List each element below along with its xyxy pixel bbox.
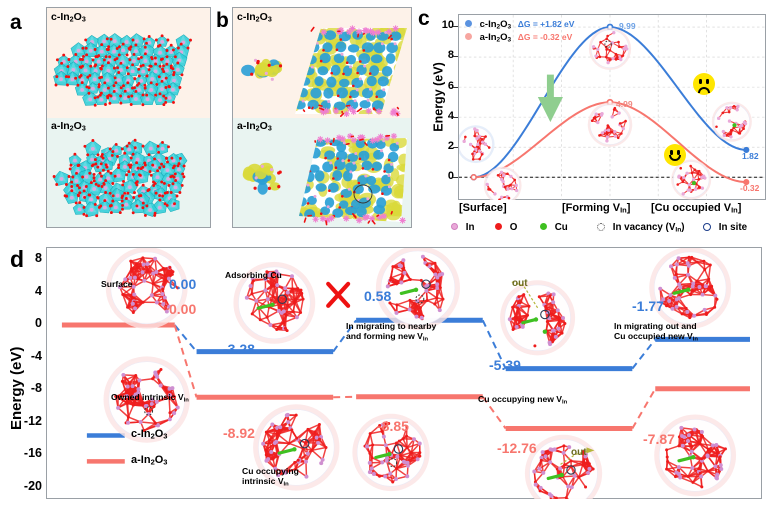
panel-a-bottom-label: a-In2O3 [51, 120, 86, 133]
panel-c-ytick-4: 4 [447, 109, 454, 122]
panel-d-plot-area: 0.00 0.00 -3.28 -8.92 0.58 -8.85 -5.39 -… [46, 245, 762, 513]
atom-legend-o: O [495, 222, 517, 233]
panel-c-label-blue-peak: 9.99 [619, 21, 636, 31]
d-red-value-1: -8.92 [223, 425, 255, 441]
atom-legend-insite: In site [703, 222, 747, 233]
panel-c-ytick-mark [453, 26, 458, 28]
d-blue-value-2: 0.58 [364, 288, 392, 304]
happy-face-icon [664, 144, 686, 166]
crystalline-polyhedra-model [53, 33, 192, 107]
amorphous-polyhedra-model [52, 138, 188, 218]
in-atom-icon [451, 222, 458, 230]
panel-c-legend-item-amorphous: a-In2O3 ΔG = -0.32 eV [465, 32, 572, 43]
panel-b-bottom-label: a-In2O3 [237, 120, 272, 133]
cu-atom-icon [540, 222, 547, 230]
d-caption-owned-intrinsic: Owned intrinsic VIn [111, 392, 189, 404]
d-caption-surface: Surface [101, 279, 133, 289]
panel-c-legend-item-crystalline: c-In2O3 ΔG = +1.82 eV [465, 19, 574, 30]
o-atom-icon [495, 222, 502, 230]
panel-c-ytick-mark [453, 56, 458, 58]
d-caption-cu-occupying-new: Cu occupying new VIn [478, 394, 568, 406]
panel-c-xcat-surface: [Surface] [459, 202, 507, 214]
panel-c-chart [459, 15, 765, 200]
d-red-value-4: -7.87 [643, 431, 675, 447]
panel-c-ytick-mark [453, 86, 458, 88]
d-blue-value-0: 0.00 [169, 276, 197, 292]
d-red-value-3: -12.76 [497, 440, 537, 456]
panel-d-ytick--4: -4 [30, 348, 42, 363]
panel-c-ytick-2: 2 [447, 140, 454, 153]
atom-legend-in: In [451, 222, 474, 233]
sad-face-icon [693, 73, 715, 95]
d-legend-label-crystalline: c-In2O3 [131, 428, 168, 441]
d-out-label-top: out [512, 278, 528, 289]
panel-c-letter: c [418, 7, 430, 30]
panel-c-ytick-0: 0 [447, 170, 454, 183]
d-caption-in-migrating-nearby: In migrating to nearby and forming new VI… [346, 321, 437, 343]
panel-d-chart [61, 245, 750, 513]
panel-a-top-label: c-In2O3 [51, 11, 86, 24]
atom-legend-vacancy: In vacancy (VIn) [597, 222, 685, 233]
panel-a-letter: a [10, 11, 22, 34]
panel-c-ytick-mark [453, 147, 458, 149]
panel-d-ytick-4: 4 [35, 283, 42, 298]
panel-c-legend-dg-blue: ΔG = +1.82 eV [517, 19, 575, 29]
d-caption-adsorbing-cu: Adsorbing Cu [225, 270, 282, 280]
charge-density-crystalline [241, 25, 407, 118]
in-vacancy-icon [597, 222, 605, 231]
panel-c-xcat-occupied: [Cu occupied VIn] [651, 202, 742, 215]
d-caption-cu-occupying-intrinsic: Cu occupying intrinsic VIn [242, 466, 299, 488]
panel-c-plot-area: c-In2O3 ΔG = +1.82 eV a-In2O3 ΔG = -0.32… [458, 14, 766, 200]
panel-c-ytick-mark [453, 177, 458, 179]
in-site-icon [703, 222, 711, 231]
panel-c-ytick-8: 8 [447, 49, 454, 62]
panel-d-ytick-0: 0 [35, 316, 42, 331]
panel-b-letter: b [216, 9, 229, 32]
panel-a: c-In2O3 a-In2O3 [46, 7, 211, 228]
legend-dot-red [465, 32, 472, 40]
panel-b: c-In2O3 a-In2O3 [232, 7, 412, 228]
panel-d-ytick--20: -20 [23, 478, 42, 493]
d-out-label-bottom: out [571, 447, 587, 458]
panel-d-letter: d [10, 246, 24, 272]
panel-d-ytick--12: -12 [23, 413, 42, 428]
panel-c-ytick-mark [453, 116, 458, 118]
d-red-value-0: 0.00 [169, 301, 197, 317]
charge-density-amorphous [242, 132, 407, 226]
d-blue-value-3: -5.39 [489, 357, 521, 373]
panel-b-top-label: c-In2O3 [237, 11, 272, 24]
atom-legend-cu: Cu [540, 222, 568, 233]
panel-c-label-red-peak: 4.99 [616, 99, 633, 109]
panel-d-ytick--8: -8 [30, 381, 42, 396]
panel-c-ytick-6: 6 [447, 79, 454, 92]
d-red-value-2: -8.85 [377, 418, 409, 434]
panel-c-legend-dg-red: ΔG = -0.32 eV [517, 32, 573, 42]
panel-c-xcat-forming: [Forming VIn] [562, 202, 631, 215]
panel-c-label-red-end: -0.32 [740, 183, 760, 193]
panel-c-ytick-10: 10 [441, 19, 454, 32]
d-blue-value-1: -3.28 [223, 341, 255, 357]
d-caption-in-migrating-out: In migrating out and Cu occupied new VIn [614, 321, 698, 343]
panel-d-ytick--16: -16 [23, 446, 42, 461]
legend-dot-blue [465, 19, 472, 27]
panel-c-label-blue-end: 1.82 [742, 151, 759, 161]
d-blue-value-4: -1.77 [632, 298, 664, 314]
d-legend-label-amorphous: a-In2O3 [131, 454, 168, 467]
panel-d-ytick-8: 8 [35, 251, 42, 266]
